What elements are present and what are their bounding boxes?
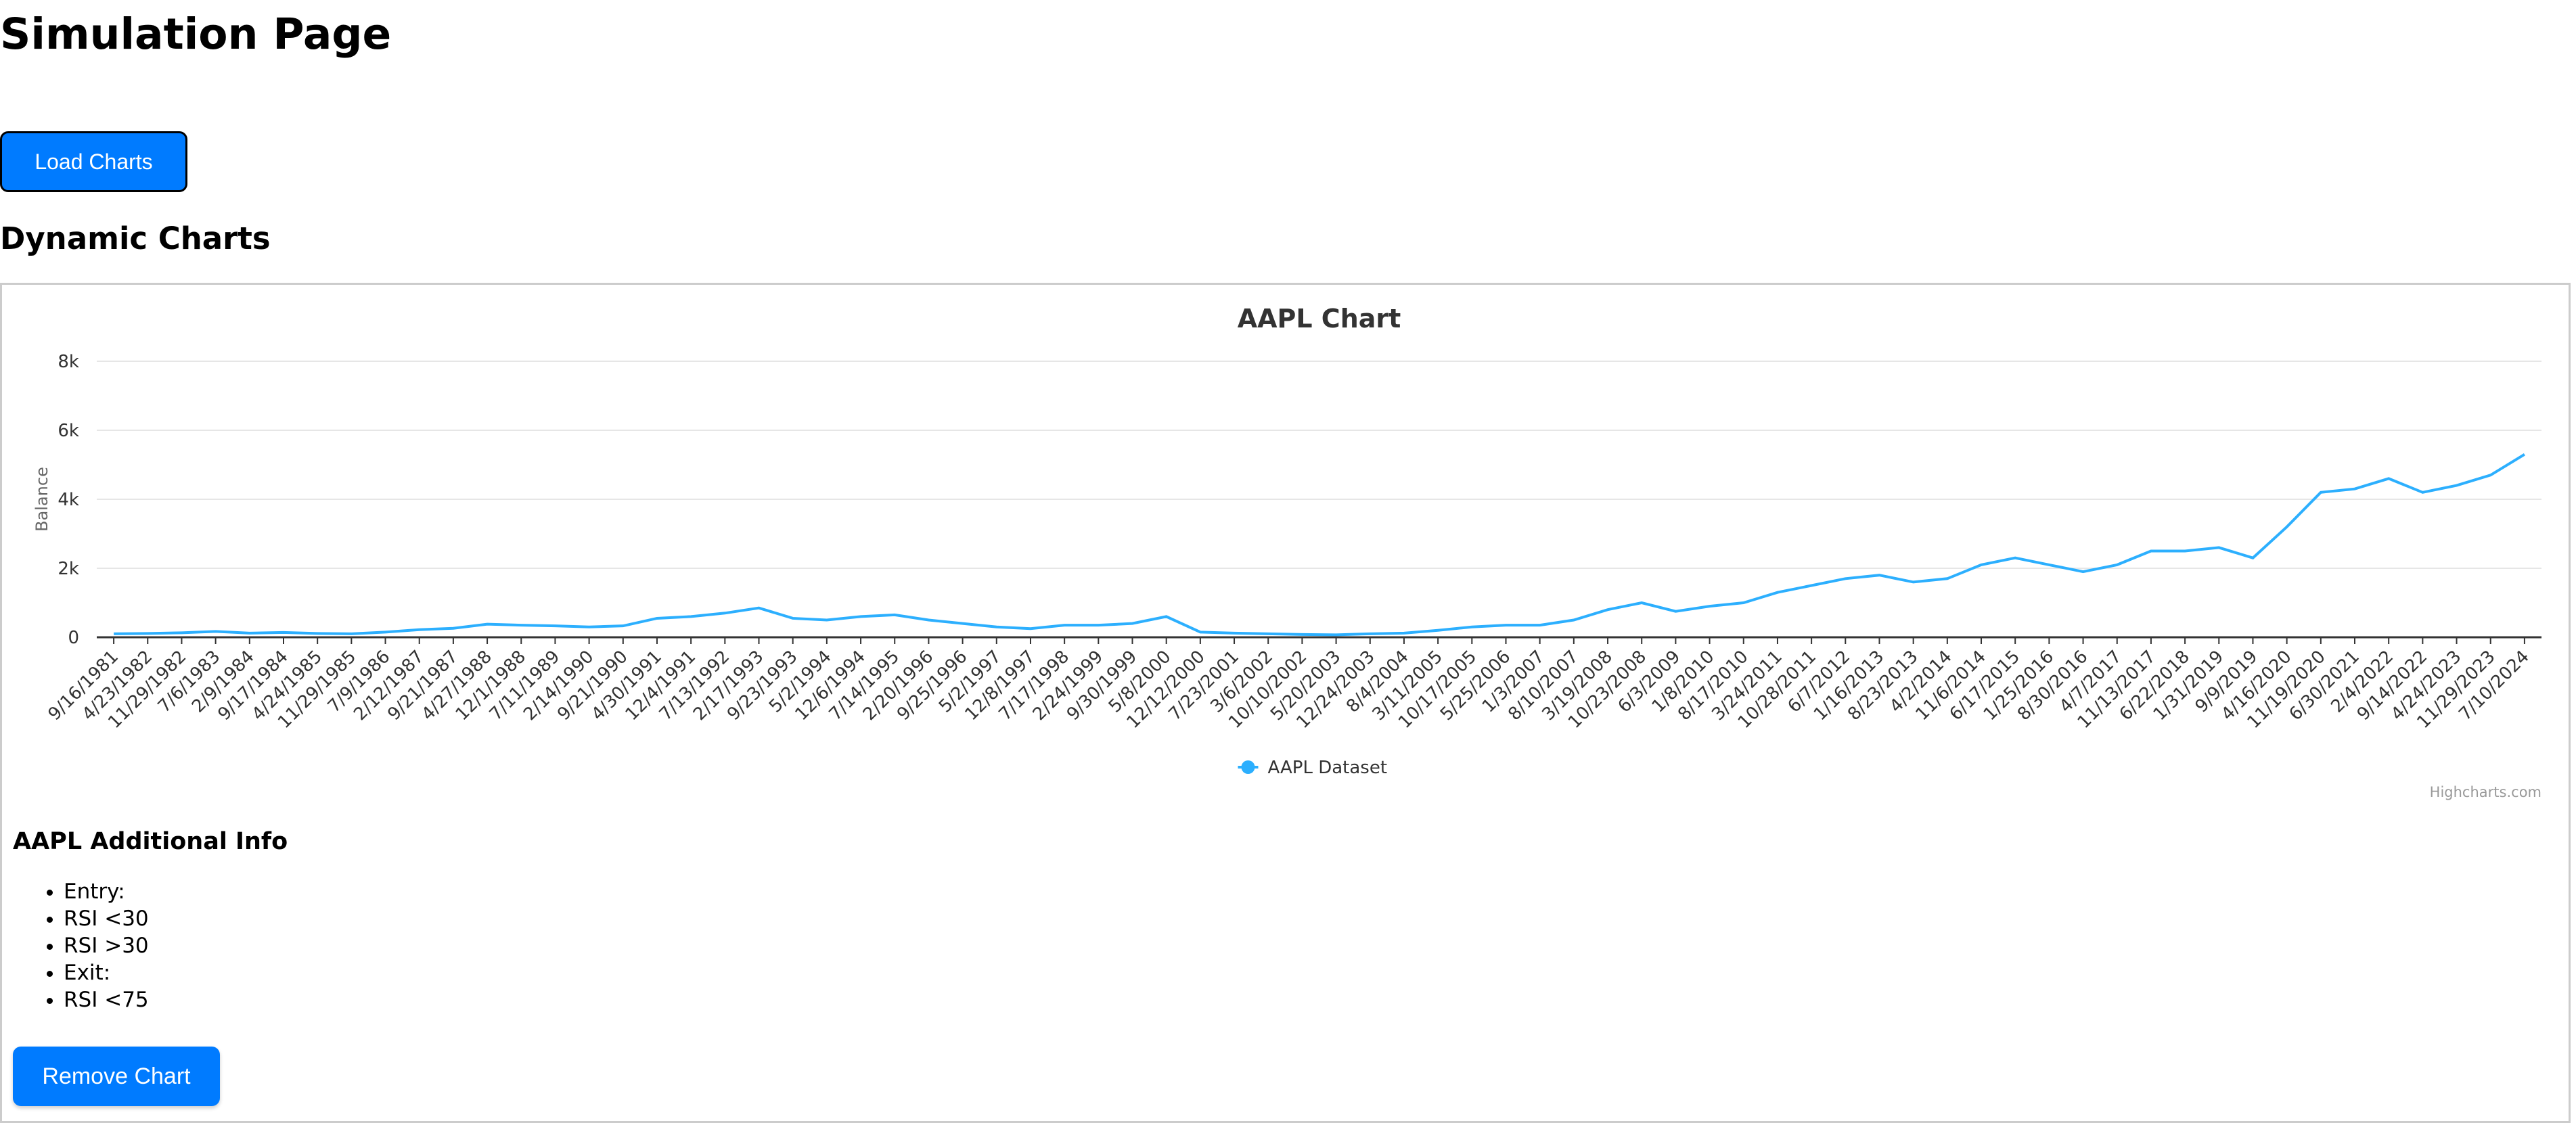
y-tick-label: 4k bbox=[58, 490, 79, 510]
info-item: RSI <30 bbox=[64, 905, 149, 932]
chart-card bbox=[0, 283, 2571, 1123]
page-title: Simulation Page bbox=[0, 9, 392, 59]
remove-chart-button[interactable]: Remove Chart bbox=[13, 1047, 220, 1106]
chart-title: AAPL Chart bbox=[1238, 304, 1401, 334]
y-tick-label: 8k bbox=[58, 352, 79, 372]
info-item: Exit: bbox=[64, 959, 149, 986]
y-tick-label: 0 bbox=[68, 628, 79, 648]
info-item: Entry: bbox=[64, 878, 149, 905]
credits: Highcharts.com bbox=[2430, 784, 2541, 800]
info-item: RSI <75 bbox=[64, 986, 149, 1013]
chart: AAPL ChartBalance02k4k6k8k9/16/19814/23/… bbox=[32, 304, 2541, 800]
y-axis-title: Balance bbox=[32, 467, 51, 532]
legend-marker bbox=[1241, 760, 1255, 774]
load-charts-button[interactable]: Load Charts bbox=[0, 131, 187, 192]
info-list: Entry:RSI <30RSI >30Exit:RSI <75 bbox=[34, 878, 149, 1013]
info-item: RSI >30 bbox=[64, 932, 149, 959]
y-tick-label: 2k bbox=[58, 559, 79, 579]
y-tick-label: 6k bbox=[58, 421, 79, 441]
data-line bbox=[114, 453, 2525, 637]
section-title: Dynamic Charts bbox=[0, 221, 271, 256]
legend-label: AAPL Dataset bbox=[1268, 758, 1388, 778]
info-title: AAPL Additional Info bbox=[13, 828, 288, 855]
